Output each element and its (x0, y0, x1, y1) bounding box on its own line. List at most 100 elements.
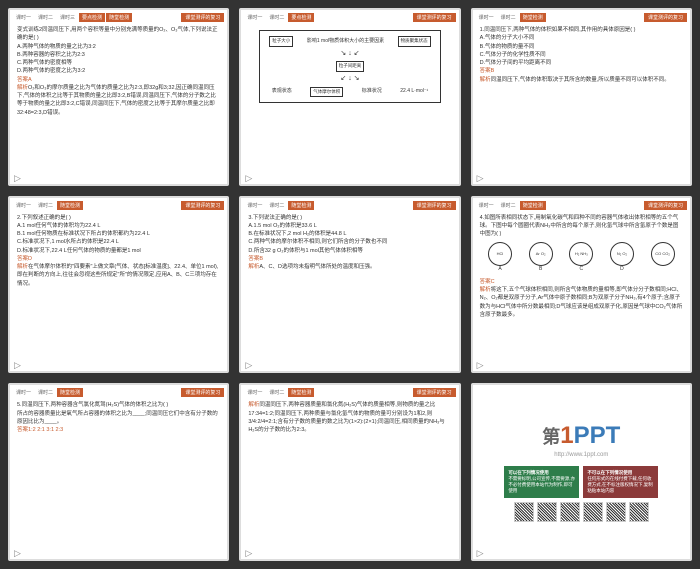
play-icon[interactable]: ▷ (14, 173, 21, 184)
play-icon[interactable]: ▷ (245, 360, 252, 371)
answer: A (28, 77, 32, 83)
slide-21[interactable]: 课时一 课时二 随堂检测 课堂测评的复习 1.同温同压下,两种气体的体积如果不相… (471, 8, 692, 186)
tab-active[interactable]: 随堂检测 (288, 201, 314, 210)
tab-1[interactable]: 课时一 (244, 13, 265, 22)
answer-label: 答案 (248, 256, 259, 262)
content: 解析同温同压下,两种容器质量和氯化氮(H₂S)气体的质量相等,则物质的量之比17… (244, 399, 455, 556)
diagram-top-right: 物质聚集状态 (398, 36, 431, 47)
tabs: 课时一 课时二 随堂检测 课堂测评的复习 (476, 201, 687, 210)
answer-label: 答案 (17, 77, 28, 83)
slide-inner: 第1PPT http://www.1ppt.com 可以在下列情况使用 不需要标… (473, 385, 690, 559)
diagram-middle: 粒子间距离 (336, 61, 365, 72)
slide-22[interactable]: 课时一 课时二 随堂检测 课堂测评的复习 2.下列叙述正确的是( ) A.1 m… (8, 196, 229, 374)
analysis: 将这下,五个气球体积相同,则所含气体物质的量相等,即气体分分子数相同;HCl、N… (480, 287, 683, 318)
slide-23[interactable]: 课时一 课时二 随堂检测 课堂测评的复习 3.下列说法正确的是( ) A.1.5… (239, 196, 460, 374)
tab-2[interactable]: 课时二 (266, 388, 287, 397)
diagram-br: 标准状况 (362, 88, 382, 96)
page-num: 24 (672, 359, 684, 371)
tab-1[interactable]: 课时一 (244, 388, 265, 397)
slide-20[interactable]: 课时一 课时二 要点检测 课堂测评的复习 粒子大小 影响1 mol物质体积大小的… (239, 8, 460, 186)
analysis-label: 解析 (17, 85, 28, 91)
slide-inner: 课时一 课时二 随堂检测 课堂测评的复习 2.下列叙述正确的是( ) A.1 m… (10, 198, 227, 372)
tab-4[interactable]: 要点检测 (79, 13, 105, 22)
play-icon[interactable]: ▷ (477, 173, 484, 184)
info-box-green: 可以在下列情况使用 不需要标明,公司宣传,不需要源,亦不必付费使用本站代为制作,… (504, 466, 579, 498)
option-b: B.在标准状况下,2 mol H₂的体积是44.8 L (248, 230, 451, 238)
page-num: 22 (209, 359, 221, 371)
header-right: 课堂测评的复习 (181, 388, 224, 397)
play-icon[interactable]: ▷ (477, 360, 484, 371)
qr-icon (629, 502, 649, 522)
tab-1[interactable]: 课时一 (13, 13, 34, 22)
play-icon[interactable]: ▷ (245, 548, 252, 559)
slide-25[interactable]: 课时一 课时二 随堂检测 课堂测评的复习 5.同温同压下,两种容器含气氯化氮驾(… (8, 383, 229, 561)
slide-inner: 课时一 课时二 随堂检测 课堂测评的复习 3.下列说法正确的是( ) A.1.5… (241, 198, 458, 372)
tabs: 课时一 课时二 随堂检测 课堂测评的复习 (476, 13, 687, 22)
red-text: 任何形式的在线付费下载,任何收费方式,在不标注版权情况下,复制粘贴本站内容 (587, 476, 654, 494)
tab-2[interactable]: 课时二 (35, 201, 56, 210)
slide-26[interactable]: 课时一 课时二 随堂检测 课堂测评的复习 解析同温同压下,两种容器质量和氯化氮(… (239, 383, 460, 561)
tab-1[interactable]: 课时一 (13, 201, 34, 210)
tab-2[interactable]: 课时二 (35, 388, 56, 397)
tab-1[interactable]: 课时一 (13, 388, 34, 397)
tab-1[interactable]: 课时一 (476, 13, 497, 22)
tab-3[interactable]: 课时三 (57, 13, 78, 22)
tab-1[interactable]: 课时一 (244, 201, 265, 210)
option-c: C.气体分子的化学性质不同 (480, 51, 683, 59)
tab-3[interactable]: 要点检测 (288, 13, 314, 22)
answer: B (259, 256, 263, 262)
slide-inner: 课时一 课时二 随堂检测 课堂测评的复习 1.同温同压下,两种气体的体积如果不相… (473, 10, 690, 184)
play-icon[interactable]: ▷ (14, 360, 21, 371)
diagram-bc: 气体摩尔体积 (310, 87, 343, 98)
header-right: 课堂测评的复习 (413, 201, 456, 210)
header-right: 课堂测评的复习 (644, 13, 687, 22)
header-right: 课堂测评的复习 (413, 13, 456, 22)
content: 粒子大小 影响1 mol物质体积大小的主要因素 物质聚集状态 ↘ ↓ ↙ 粒子间… (244, 24, 455, 181)
info-box-red: 不可以在下列情况使用 任何形式的在线付费下载,任何收费方式,在不标注版权情况下,… (583, 466, 658, 498)
option-a: A.气体的分子大小不同 (480, 34, 683, 42)
answer-label: 答案 (480, 68, 491, 74)
option-b: B.1 mol任何物质在标准状况下所占的体积都约为22.4 L (17, 230, 220, 238)
header-right: 课堂测评的复习 (181, 201, 224, 210)
header-right: 课堂测评的复习 (181, 13, 224, 22)
qr-icon (606, 502, 626, 522)
option-d: D.所含32 g O₂的体积与1 mol其他气体体积相等 (248, 247, 451, 255)
answer-label: 答案 (17, 427, 28, 433)
content: 4.如图所表相同状态下,用制氧化碳气和四种不同的容器气体收出体积相等的五个气球。… (476, 212, 687, 369)
page-num: 19 (209, 172, 221, 184)
molecule-d: N₂ O₂ (610, 242, 634, 266)
option-a: A.1 mol任何气体的体积均为22.4 L (17, 222, 220, 230)
tab-active[interactable]: 随堂检测 (520, 13, 546, 22)
molecule-b: Ar O₂ (529, 242, 553, 266)
molecule-c: H₂ NH₃ (569, 242, 593, 266)
play-icon[interactable]: ▷ (14, 548, 21, 559)
tab-1[interactable]: 课时一 (476, 201, 497, 210)
tab-2[interactable]: 课时二 (35, 13, 56, 22)
slide-grid: 课时一 课时二 课时三 要点检测 随堂检测 课堂测评的复习 变式训练2同温同压下… (0, 0, 700, 569)
tabs: 课时一 课时二 要点检测 课堂测评的复习 (244, 13, 455, 22)
qr-icon (583, 502, 603, 522)
tab-2[interactable]: 课时二 (498, 13, 519, 22)
slide-24[interactable]: 课时一 课时二 随堂检测 课堂测评的复习 4.如图所表相同状态下,用制氧化碳气和… (471, 196, 692, 374)
tab-active[interactable]: 随堂检测 (57, 388, 83, 397)
question: 1.同温同压下,两种气体的体积如果不相同,其作用的具体原因是( ) (480, 26, 683, 34)
tab-active[interactable]: 随堂检测 (288, 388, 314, 397)
tab-active[interactable]: 随堂检测 (520, 201, 546, 210)
slide-19[interactable]: 课时一 课时二 课时三 要点检测 随堂检测 课堂测评的复习 变式训练2同温同压下… (8, 8, 229, 186)
logo-one: 1 (560, 422, 573, 449)
mol-label-d: D (610, 266, 634, 274)
play-icon[interactable]: ▷ (477, 548, 484, 559)
play-icon[interactable]: ▷ (245, 173, 252, 184)
qr-icon (537, 502, 557, 522)
tab-active[interactable]: 随堂检测 (57, 201, 83, 210)
tab-active[interactable]: 随堂检测 (106, 13, 132, 22)
mol-label-a: A (488, 266, 512, 274)
diagram-bl: 表观状态 (272, 88, 292, 96)
tab-2[interactable]: 课时二 (266, 201, 287, 210)
option-c: C.标准状况下,1 mol水所占的体积是22.4 L (17, 238, 220, 246)
slide-27[interactable]: 第1PPT http://www.1ppt.com 可以在下列情况使用 不需要标… (471, 383, 692, 561)
slide-inner: 课时一 课时二 随堂检测 课堂测评的复习 5.同温同压下,两种容器含气氯化氮驾(… (10, 385, 227, 559)
tab-2[interactable]: 课时二 (498, 201, 519, 210)
tab-2[interactable]: 课时二 (266, 13, 287, 22)
option-d: D.气体分子间的平均距离不同 (480, 59, 683, 67)
